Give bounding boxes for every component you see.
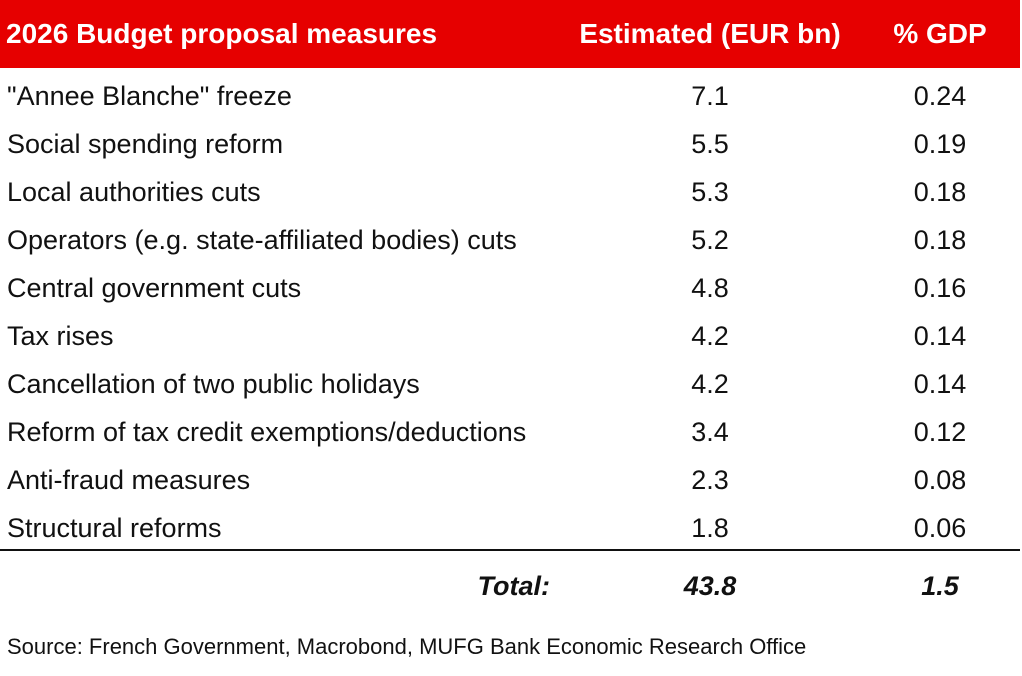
row-gdp: 0.18: [913, 176, 967, 207]
table-row: Cancellation of two public holidays 4.2 0.…: [0, 360, 1020, 408]
table-header: 2026 Budget proposal measures Estimated …: [0, 0, 1020, 68]
row-gdp: 0.06: [913, 512, 967, 543]
total-gdp: 1.5: [921, 570, 959, 601]
row-estimated: 4.2: [691, 368, 729, 399]
row-estimated: 5.3: [691, 176, 729, 207]
row-measure: Local authorities cuts: [7, 176, 261, 207]
table-row: Anti-fraud measures 2.3 0.08: [0, 456, 1020, 504]
total-label: Total:: [477, 570, 550, 601]
row-measure: Social spending reform: [7, 128, 284, 159]
total-divider: [0, 549, 1020, 551]
table-row: Operators (e.g. state-affiliated bodies)…: [0, 216, 1020, 264]
budget-table: 2026 Budget proposal measures Estimated …: [0, 0, 1020, 552]
row-measure: Operators (e.g. state-affiliated bodies)…: [7, 224, 517, 255]
row-estimated: 5.2: [691, 224, 729, 255]
row-measure: Anti-fraud measures: [7, 464, 251, 495]
row-estimated: 7.1: [691, 80, 729, 111]
row-measure: Structural reforms: [7, 512, 222, 543]
row-estimated: 4.8: [691, 272, 729, 303]
row-gdp: 0.16: [913, 272, 967, 303]
row-estimated: 3.4: [691, 416, 729, 447]
total-row: Total: 43.8 1.5: [0, 562, 1020, 610]
table-row: Tax rises 4.2 0.14: [0, 312, 1020, 360]
source-note: Source: French Government, Macrobond, MU…: [7, 634, 807, 659]
total-estimated: 43.8: [683, 570, 737, 601]
table-row: Social spending reform 5.5 0.19: [0, 120, 1020, 168]
row-estimated: 2.3: [691, 464, 729, 495]
row-measure: Tax rises: [7, 320, 114, 351]
row-measure: Cancellation of two public holidays: [7, 368, 420, 399]
header-measures: 2026 Budget proposal measures: [6, 18, 438, 49]
row-estimated: 4.2: [691, 320, 729, 351]
row-estimated: 5.5: [691, 128, 729, 159]
table-row: "Annee Blanche" freeze 7.1 0.24: [0, 72, 1020, 120]
row-measure: Reform of tax credit exemptions/deductio…: [7, 416, 527, 447]
row-gdp: 0.19: [913, 128, 967, 159]
row-gdp: 0.24: [913, 80, 967, 111]
table-row: Reform of tax credit exemptions/deductio…: [0, 408, 1020, 456]
header-gdp: % GDP: [893, 18, 987, 49]
table-body: "Annee Blanche" freeze 7.1 0.24 Social spen…: [0, 72, 1020, 552]
row-measure: "Annee Blanche" freeze: [7, 80, 292, 111]
row-gdp: 0.18: [913, 224, 967, 255]
row-estimated: 1.8: [691, 512, 729, 543]
table-row: Central government cuts 4.8 0.16: [0, 264, 1020, 312]
row-gdp: 0.14: [913, 320, 967, 351]
table-row: Local authorities cuts 5.3 0.18: [0, 168, 1020, 216]
table-row: Structural reforms 1.8 0.06: [0, 504, 1020, 552]
row-gdp: 0.14: [913, 368, 967, 399]
row-gdp: 0.12: [913, 416, 967, 447]
row-measure: Central government cuts: [7, 272, 302, 303]
row-gdp: 0.08: [913, 464, 967, 495]
header-estimated: Estimated (EUR bn): [579, 18, 841, 49]
